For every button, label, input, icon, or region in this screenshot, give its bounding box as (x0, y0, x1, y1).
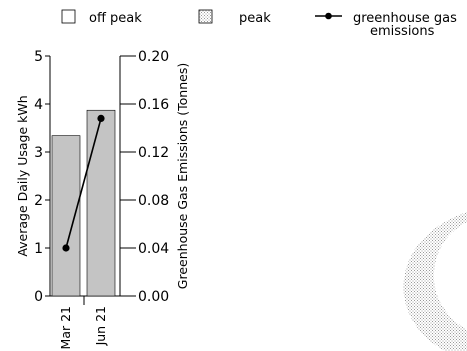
decorative-crescent-shape (403, 212, 467, 351)
x-tick-label: Mar 21 (58, 306, 73, 349)
y-tick-right-label: 0.16 (138, 97, 169, 113)
y-tick-right-label: 0.12 (138, 145, 169, 161)
y-tick-left-label: 5 (34, 49, 43, 65)
bars-group (51, 109, 116, 297)
legend-swatch-peak (198, 9, 213, 24)
y-axis-left-ticks: 0 1 2 3 4 5 (34, 49, 50, 305)
y-tick-left-label: 0 (34, 289, 43, 305)
emissions-line (65, 118, 102, 249)
x-tick-label: Jun 21 (93, 306, 108, 346)
legend-label-off-peak: off peak (89, 11, 142, 26)
y-tick-right-label: 0.04 (138, 241, 169, 257)
legend-marker-greenhouse-gas (325, 12, 332, 20)
legend-item-peak: peak (198, 9, 271, 26)
legend-label-greenhouse-gas: greenhouse gas emissions (353, 11, 457, 39)
y-tick-right-label: 0.20 (138, 49, 169, 65)
y-tick-left-label: 1 (34, 241, 43, 257)
y-axis-left-title: Average Daily Usage kWh (15, 95, 30, 256)
legend-swatch-off-peak (61, 9, 76, 24)
legend-item-off-peak: off peak (61, 9, 142, 26)
emissions-point (62, 244, 70, 252)
y-axis-right-ticks: 0.00 0.04 0.08 0.12 0.16 0.20 (120, 49, 169, 305)
y-tick-right-label: 0.00 (138, 289, 169, 305)
bar-peak-jun-21 (86, 109, 116, 297)
emissions-point (97, 114, 105, 122)
y-tick-left-label: 4 (34, 97, 43, 113)
legend-label-peak: peak (239, 11, 271, 26)
legend: off peak peak greenhouse gas emissions (61, 9, 457, 39)
y-tick-left-label: 3 (34, 145, 43, 161)
emissions-line-group (62, 114, 105, 252)
legend-item-greenhouse-gas: greenhouse gas emissions (315, 11, 457, 39)
y-axis-right-title: Greenhouse Gas Emissions (Tonnes) (175, 63, 190, 289)
y-tick-right-label: 0.08 (138, 193, 169, 209)
x-axis-ticks: Mar 21 Jun 21 (58, 296, 108, 349)
y-tick-left-label: 2 (34, 193, 43, 209)
bar-peak-mar-21 (51, 135, 81, 297)
